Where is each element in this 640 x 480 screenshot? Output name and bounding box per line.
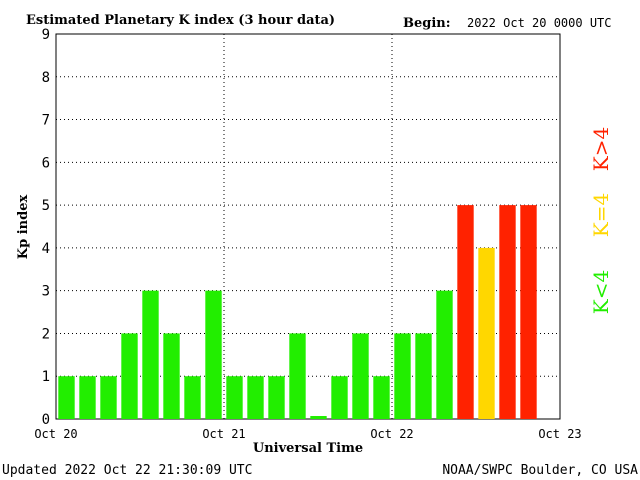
y-axis-label: Kp index xyxy=(16,195,31,260)
kp-bar xyxy=(310,416,327,419)
y-tick-label: 2 xyxy=(42,326,50,342)
bars xyxy=(58,205,537,419)
kp-bar xyxy=(163,333,180,419)
x-tick-label: Oct 23 xyxy=(538,427,581,441)
data-source: NOAA/SWPC Boulder, CO USA xyxy=(442,463,638,478)
kp-bar xyxy=(100,376,117,419)
kp-bar xyxy=(58,376,75,419)
kp-bar xyxy=(415,333,432,419)
kp-bar xyxy=(121,333,138,419)
kp-bar xyxy=(184,376,201,419)
kp-bar xyxy=(142,290,159,419)
kp-bar xyxy=(289,333,306,419)
begin-date: 2022 Oct 20 0000 UTC xyxy=(467,16,612,30)
kp-bar xyxy=(457,205,474,419)
x-tick-labels: Oct 20 Oct 21 Oct 22 Oct 23 xyxy=(34,427,581,441)
x-axis-label: Universal Time xyxy=(253,441,363,456)
kp-bar xyxy=(373,376,390,419)
kp-bar xyxy=(520,205,537,419)
kp-bar xyxy=(394,333,411,419)
legend-k-less-4: K<4 xyxy=(589,270,613,314)
y-tick-label: 3 xyxy=(42,284,50,300)
kp-bar xyxy=(478,247,495,419)
kp-bar xyxy=(268,376,285,419)
kp-bar xyxy=(226,376,243,419)
x-tick-label: Oct 22 xyxy=(370,427,413,441)
y-tick-label: 0 xyxy=(42,412,50,428)
kp-bar xyxy=(436,290,453,419)
kp-bar xyxy=(352,333,369,419)
y-tick-label: 6 xyxy=(42,155,50,171)
plot-frame xyxy=(55,33,561,420)
y-tick-label: 1 xyxy=(42,369,50,385)
kp-bar xyxy=(205,290,222,419)
kp-bar xyxy=(499,205,516,419)
chart-title: Estimated Planetary K index (3 hour data… xyxy=(26,13,335,28)
kp-bar xyxy=(79,376,96,419)
updated-timestamp: Updated 2022 Oct 22 21:30:09 UTC xyxy=(2,463,252,478)
grid-lines xyxy=(56,34,560,419)
legend-k-greater-4: K>4 xyxy=(589,127,613,171)
y-tick-label: 9 xyxy=(42,27,50,43)
y-tick-label: 7 xyxy=(42,113,50,129)
begin-label: Begin: xyxy=(403,16,451,31)
y-tick-label: 4 xyxy=(42,241,50,257)
x-tick-label: Oct 20 xyxy=(34,427,77,441)
x-tick-label: Oct 21 xyxy=(202,427,245,441)
kp-bar xyxy=(247,376,264,419)
y-tick-label: 5 xyxy=(42,198,50,214)
y-tick-labels: 0 1 2 3 4 5 6 7 8 9 xyxy=(42,27,50,428)
kp-bar xyxy=(331,376,348,419)
y-tick-label: 8 xyxy=(42,70,50,86)
legend-k-equal-4: K=4 xyxy=(589,193,613,237)
